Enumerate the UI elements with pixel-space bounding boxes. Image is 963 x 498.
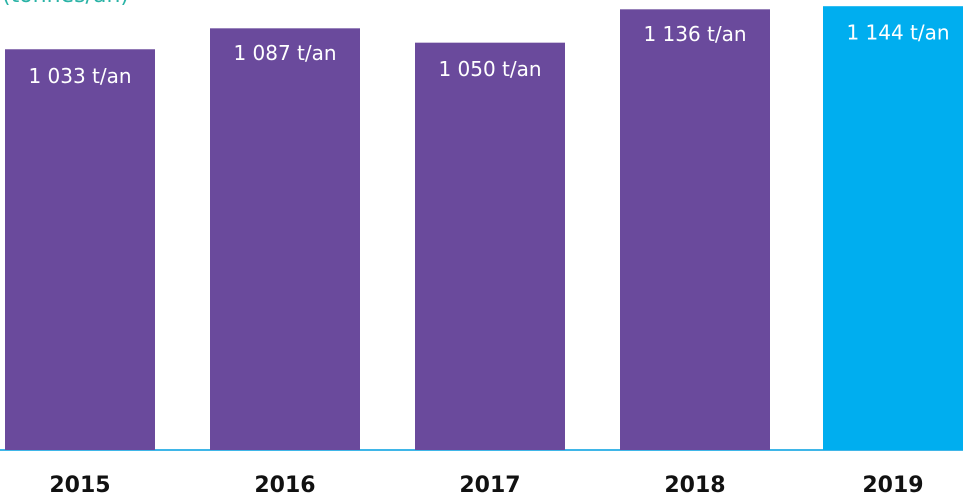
bar — [415, 42, 565, 450]
value-label: 1 050 t/an — [438, 57, 541, 81]
value-label: 1 087 t/an — [233, 41, 336, 65]
value-label: 1 033 t/an — [28, 64, 131, 88]
bar — [210, 28, 360, 450]
chart-subtitle: (tonnes/an) — [2, 0, 129, 8]
x-tick-label: 2019 — [862, 473, 923, 498]
x-tick-label: 2018 — [664, 473, 725, 498]
value-label: 1 144 t/an — [846, 21, 949, 45]
bar — [620, 9, 770, 451]
value-label: 1 136 t/an — [643, 22, 746, 46]
bar — [823, 6, 963, 450]
bar — [5, 49, 155, 450]
x-tick-label: 2016 — [254, 473, 315, 498]
x-tick-label: 2015 — [49, 473, 110, 498]
x-tick-label: 2017 — [459, 473, 520, 498]
